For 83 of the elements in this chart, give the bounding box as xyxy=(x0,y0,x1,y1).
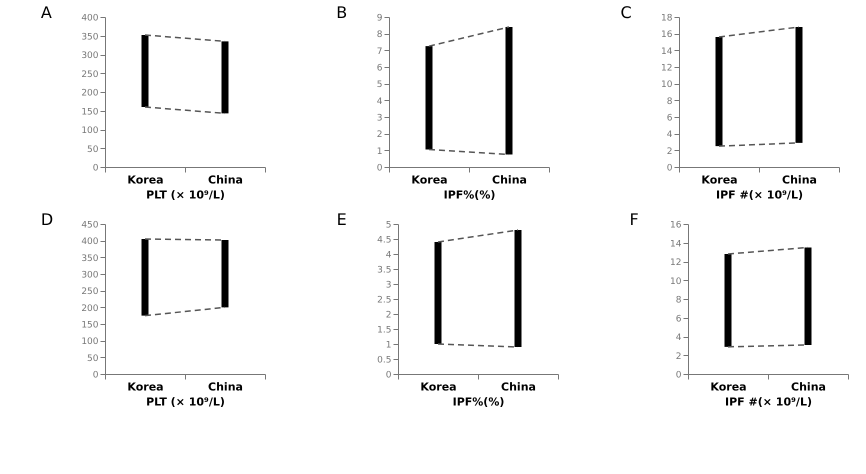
y-tick-label: 4 xyxy=(666,130,673,140)
y-tick-label: 10 xyxy=(670,276,682,287)
y-tick-label: 300 xyxy=(81,51,99,61)
y-tick-label: 400 xyxy=(81,237,99,248)
y-tick-label: 2.5 xyxy=(377,296,392,306)
y-tick-label: 250 xyxy=(81,70,99,80)
y-tick-label: 250 xyxy=(81,287,99,298)
chart-title: B xyxy=(336,3,348,22)
y-tick-label: 6 xyxy=(666,114,673,124)
y-tick-label: 2 xyxy=(386,310,392,320)
y-tick-label: 350 xyxy=(81,254,99,264)
y-tick-label: 200 xyxy=(81,88,99,98)
y-tick-label: 300 xyxy=(81,270,99,280)
chart-title: C xyxy=(620,3,632,22)
y-tick-label: 50 xyxy=(87,354,99,364)
y-tick-label: 4.5 xyxy=(377,236,392,246)
y-tick-label: 1.5 xyxy=(377,326,392,336)
y-tick-label: 2 xyxy=(376,130,382,140)
chart-title: E xyxy=(336,210,347,229)
y-tick-label: 1 xyxy=(376,146,382,157)
y-tick-label: 0 xyxy=(92,164,99,174)
x-tick-label: Korea xyxy=(710,380,747,394)
x-axis-title: IPF%(%) xyxy=(444,188,496,202)
x-axis-title: PLT (× 10⁹/L) xyxy=(146,396,225,408)
y-tick-label: 4 xyxy=(676,333,682,343)
y-tick-label: 12 xyxy=(661,64,672,74)
y-tick-label: 1 xyxy=(386,340,392,350)
y-tick-label: 3 xyxy=(386,280,392,290)
x-tick-label: Korea xyxy=(420,380,457,394)
x-tick-label: Korea xyxy=(127,174,164,186)
y-tick-label: 0 xyxy=(386,370,392,380)
y-tick-label: 5 xyxy=(386,220,392,230)
chart-title: F xyxy=(630,210,639,229)
y-tick-label: 400 xyxy=(81,14,99,24)
y-tick-label: 8 xyxy=(666,96,673,107)
y-tick-label: 12 xyxy=(670,258,682,268)
y-tick-label: 18 xyxy=(661,14,673,24)
y-tick-label: 0 xyxy=(376,164,383,174)
y-tick-label: 2 xyxy=(676,352,682,362)
y-tick-label: 6 xyxy=(376,64,383,74)
y-tick-label: 10 xyxy=(661,80,673,90)
x-axis-title: IPF #(× 10⁹/L) xyxy=(716,188,803,202)
y-tick-label: 4 xyxy=(376,96,383,107)
y-tick-label: 14 xyxy=(670,239,682,250)
x-tick-label: Korea xyxy=(701,174,738,186)
y-tick-label: 3.5 xyxy=(377,266,392,276)
x-tick-label: China xyxy=(492,174,527,186)
y-tick-label: 0 xyxy=(92,370,99,380)
y-tick-label: 9 xyxy=(376,14,383,24)
y-tick-label: 16 xyxy=(661,30,673,40)
y-tick-label: 100 xyxy=(81,126,99,136)
y-tick-label: 350 xyxy=(81,32,99,42)
y-tick-label: 2 xyxy=(666,146,672,157)
y-tick-label: 0 xyxy=(666,164,673,174)
x-tick-label: China xyxy=(208,174,243,186)
y-tick-label: 50 xyxy=(87,144,99,155)
x-tick-label: China xyxy=(782,174,817,186)
y-tick-label: 16 xyxy=(670,220,682,230)
y-tick-label: 0.5 xyxy=(377,356,392,366)
y-tick-label: 150 xyxy=(81,320,99,330)
y-tick-label: 14 xyxy=(661,46,673,57)
x-axis-title: IPF #(× 10⁹/L) xyxy=(725,396,812,408)
chart-title: A xyxy=(40,3,52,22)
x-axis-title: PLT (× 10⁹/L) xyxy=(146,188,225,202)
y-tick-label: 8 xyxy=(376,30,383,40)
y-tick-label: 6 xyxy=(676,314,682,324)
y-tick-label: 8 xyxy=(676,296,682,306)
y-tick-label: 4 xyxy=(386,250,392,260)
y-tick-label: 150 xyxy=(81,107,99,118)
y-tick-label: 0 xyxy=(676,370,682,380)
x-tick-label: Korea xyxy=(411,174,448,186)
chart-title: D xyxy=(40,210,54,229)
y-tick-label: 100 xyxy=(81,337,99,348)
x-tick-label: Korea xyxy=(127,380,164,394)
y-tick-label: 200 xyxy=(81,304,99,314)
y-tick-label: 3 xyxy=(376,114,382,124)
x-axis-title: IPF%(%) xyxy=(452,396,504,408)
y-tick-label: 450 xyxy=(81,220,99,230)
y-tick-label: 5 xyxy=(376,80,382,90)
x-tick-label: China xyxy=(208,380,243,394)
x-tick-label: China xyxy=(501,380,536,394)
x-tick-label: China xyxy=(791,380,826,394)
y-tick-label: 7 xyxy=(376,46,382,57)
